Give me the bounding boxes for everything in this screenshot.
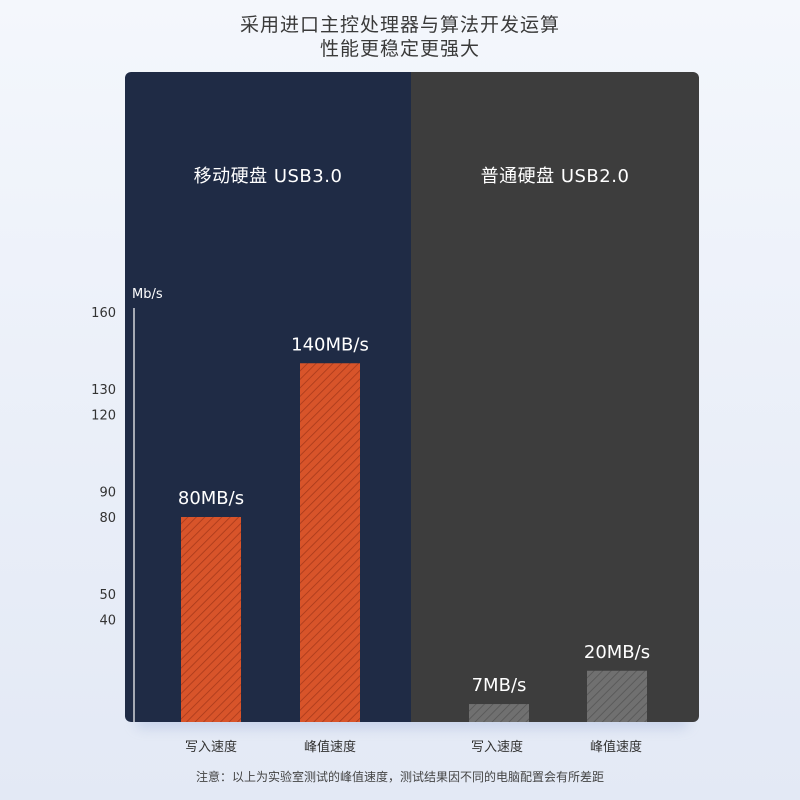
headline-line-2: 性能更稳定更强大 xyxy=(319,38,480,60)
y-tick-label: 130 xyxy=(91,383,116,398)
bar-value-label: 7MB/s xyxy=(472,675,527,696)
bar-usb3 xyxy=(300,363,360,722)
footnote: 注意：以上为实验室测试的峰值速度，测试结果因不同的电脑配置会有所差距 xyxy=(195,770,604,784)
bar-value-label: 140MB/s xyxy=(291,334,369,355)
bar-usb3 xyxy=(181,517,241,722)
category-label-usb3-write: 写入速度 xyxy=(184,740,237,755)
panel-usb3: 移动硬盘 USB3.0 xyxy=(125,72,411,722)
y-axis-label: Mb/s xyxy=(132,287,163,302)
y-tick-label: 90 xyxy=(99,485,116,500)
bar-value-label: 20MB/s xyxy=(584,642,650,663)
headline-line-1: 采用进口主控处理器与算法开发运算 xyxy=(239,14,560,36)
bar-usb2 xyxy=(587,670,647,722)
bar-value-label: 80MB/s xyxy=(178,488,244,509)
y-tick-label: 120 xyxy=(91,409,116,424)
category-label-usb3-peak: 峰值速度 xyxy=(303,740,356,755)
y-tick-label: 50 xyxy=(99,588,116,603)
y-tick-label: 160 xyxy=(91,306,116,321)
panel-usb2: 普通硬盘 USB2.0 xyxy=(411,72,699,722)
category-label-usb2-write: 写入速度 xyxy=(470,740,523,755)
panel-usb3-title: 移动硬盘 USB3.0 xyxy=(193,166,343,187)
bar-usb2 xyxy=(469,704,529,722)
y-tick-label: 80 xyxy=(99,511,116,526)
category-label-usb2-peak: 峰值速度 xyxy=(589,740,642,755)
y-tick-label: 40 xyxy=(99,614,116,629)
panel-usb2-title: 普通硬盘 USB2.0 xyxy=(480,166,630,187)
